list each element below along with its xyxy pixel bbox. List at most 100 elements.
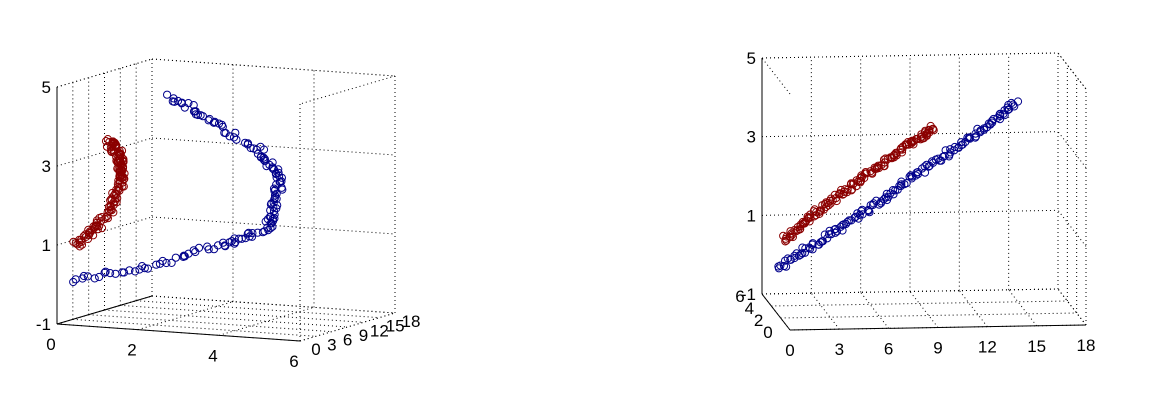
data-point bbox=[219, 238, 228, 247]
data-point bbox=[125, 266, 134, 275]
data-point bbox=[220, 128, 229, 137]
data-point bbox=[272, 189, 281, 198]
z-tick-label: 3 bbox=[42, 157, 51, 176]
data-point bbox=[253, 149, 262, 158]
data-point bbox=[928, 124, 937, 134]
data-point bbox=[173, 96, 183, 106]
floor-grid-y bbox=[104, 309, 348, 328]
data-point bbox=[903, 138, 913, 147]
x-tick-label: 18 bbox=[1077, 336, 1096, 355]
data-point bbox=[838, 226, 847, 235]
data-point bbox=[100, 268, 109, 277]
data-point bbox=[248, 229, 257, 238]
box-edge bbox=[299, 75, 396, 105]
data-point bbox=[860, 173, 869, 183]
back-wall-grid-z bbox=[151, 137, 396, 156]
back-wall-grid-z bbox=[151, 295, 396, 314]
x-tick-label: 3 bbox=[835, 340, 844, 359]
data-point bbox=[103, 135, 112, 144]
data-point bbox=[152, 260, 161, 269]
data-point bbox=[950, 146, 959, 155]
side-wall-grid-z bbox=[56, 216, 153, 246]
back-wall-grid-z bbox=[151, 216, 396, 235]
data-point bbox=[971, 133, 980, 142]
x-tick-label: 4 bbox=[208, 346, 217, 365]
data-point bbox=[958, 140, 967, 149]
floor-grid-y bbox=[789, 324, 1087, 331]
data-point bbox=[107, 147, 116, 157]
x-tick-label: 2 bbox=[127, 341, 136, 360]
data-point bbox=[77, 240, 87, 249]
data-point bbox=[880, 162, 889, 171]
data-point bbox=[845, 216, 854, 225]
gridlines bbox=[56, 58, 396, 342]
data-point bbox=[258, 228, 267, 237]
data-point bbox=[270, 210, 279, 219]
side-wall-grid-z bbox=[56, 58, 153, 88]
side-wall-grid-z bbox=[56, 137, 153, 167]
data-point bbox=[119, 268, 129, 277]
data-point bbox=[819, 205, 829, 214]
data-point bbox=[190, 107, 199, 116]
y-tick-label: 3 bbox=[327, 335, 336, 354]
data-point bbox=[1013, 97, 1023, 106]
data-point bbox=[252, 145, 261, 154]
data-point bbox=[243, 139, 253, 148]
side-wall-grid-z bbox=[1057, 210, 1087, 247]
x-tick-label: 0 bbox=[785, 341, 794, 360]
floor-grid-x bbox=[1057, 288, 1087, 326]
data-point bbox=[162, 258, 171, 268]
back-wall-grid-z bbox=[151, 58, 396, 77]
data-point bbox=[90, 274, 99, 283]
data-point bbox=[790, 253, 799, 263]
data-point bbox=[168, 97, 177, 106]
data-point bbox=[214, 119, 224, 128]
data-point bbox=[118, 162, 128, 172]
data-point bbox=[890, 150, 899, 159]
data-point bbox=[843, 217, 852, 227]
data-point bbox=[786, 232, 795, 241]
data-point bbox=[921, 126, 930, 135]
floor-grid-y bbox=[72, 318, 316, 337]
floor-grid-x bbox=[860, 292, 890, 329]
data-point bbox=[241, 138, 250, 147]
data-point bbox=[792, 249, 801, 258]
x-tick-label: 9 bbox=[933, 339, 942, 358]
data-point bbox=[189, 101, 198, 110]
y-tick-label: 6 bbox=[735, 287, 744, 306]
floor-grid-x bbox=[909, 291, 939, 328]
data-point bbox=[803, 212, 812, 221]
side-wall-grid-z bbox=[1057, 52, 1087, 90]
data-point bbox=[781, 256, 790, 265]
back-wall-grid-z bbox=[761, 288, 1059, 295]
data-point bbox=[266, 224, 275, 233]
data-point bbox=[79, 271, 89, 281]
floor-grid-y bbox=[771, 300, 1068, 307]
data-point bbox=[855, 210, 864, 219]
data-point bbox=[167, 258, 176, 267]
y-tick-label: 9 bbox=[359, 326, 368, 345]
floor-grid-x bbox=[958, 290, 988, 327]
data-point bbox=[269, 203, 278, 212]
side-wall-grid-z bbox=[56, 295, 153, 325]
y-tick-label: 15 bbox=[386, 317, 405, 336]
data-point bbox=[237, 234, 246, 243]
z-tick-label: 3 bbox=[747, 128, 756, 147]
data-point bbox=[920, 168, 930, 177]
x-tick-label: 6 bbox=[884, 339, 893, 358]
data-point bbox=[274, 165, 283, 174]
data-point bbox=[229, 133, 239, 142]
z-tick-label: 1 bbox=[747, 206, 756, 225]
data-point bbox=[111, 269, 120, 278]
data-point bbox=[874, 161, 883, 170]
back-wall-grid-z bbox=[761, 52, 1059, 59]
data-point bbox=[263, 215, 272, 224]
box-edge bbox=[1057, 288, 1087, 326]
data-point bbox=[204, 116, 213, 125]
data-point bbox=[106, 269, 115, 278]
floor-grid-y bbox=[136, 300, 380, 319]
